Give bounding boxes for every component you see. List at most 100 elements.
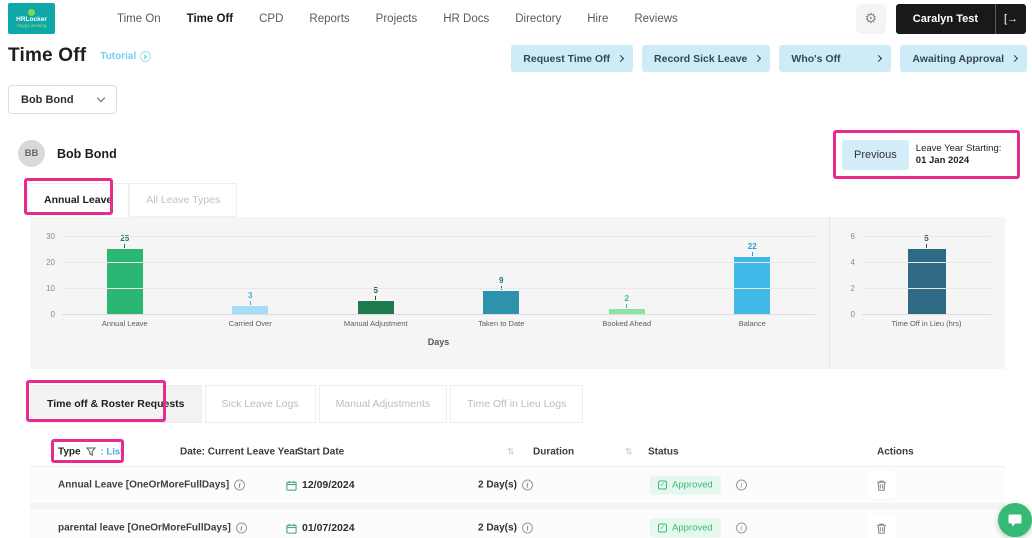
logout-button[interactable]: [→ [995, 4, 1026, 34]
table-header-row: Type : List Date: Current Leave Year Sta… [30, 437, 1005, 467]
info-icon[interactable]: i [236, 523, 247, 534]
topnav-right-controls: ⚙ Caralyn Test [→ [856, 4, 1026, 34]
employee-select[interactable]: Bob Bond [8, 85, 117, 114]
y-tick-label: 2 [851, 284, 855, 293]
delete-request-button[interactable] [868, 515, 895, 538]
chat-bubble-icon [1007, 512, 1023, 528]
play-icon [140, 51, 151, 62]
record-sick-leave-button[interactable]: Record Sick Leave [642, 45, 770, 72]
quick-actions: Request Time Off Record Sick Leave Who's… [511, 45, 1027, 72]
request-time-off-button[interactable]: Request Time Off [511, 45, 633, 72]
bar-annual-leave: 25 [62, 234, 188, 314]
chevron-right-icon [1011, 55, 1018, 62]
bar-value-label: 9 [499, 276, 503, 285]
x-tick-label: Balance [690, 319, 816, 328]
current-user-button[interactable]: Caralyn Test [896, 4, 995, 34]
log-tabs: Time off & Roster Requests Sick Leave Lo… [30, 385, 1032, 423]
nav-item-reports[interactable]: Reports [309, 13, 349, 25]
y-tick-label: 4 [851, 258, 855, 267]
avatar: BB [18, 140, 45, 167]
col-start-date: Start Date [297, 446, 344, 457]
info-icon[interactable]: i [234, 480, 245, 491]
start-date-text: 01/07/2024 [302, 522, 355, 534]
leave-year-date: 01 Jan 2024 [916, 155, 969, 166]
col-actions: Actions [877, 446, 914, 457]
y-tick-label: 0 [851, 310, 855, 319]
tab-manual-adjustments[interactable]: Manual Adjustments [319, 385, 448, 423]
filter-list-link[interactable]: : List [101, 446, 124, 457]
gear-icon: ⚙ [865, 10, 878, 27]
requests-table: Type : List Date: Current Leave Year Sta… [30, 437, 1005, 538]
y-tick-label: 0 [51, 310, 55, 319]
y-axis: 0246 [830, 237, 862, 315]
tab-all-leave-types[interactable]: All Leave Types [129, 183, 237, 217]
duration-text: 2 Day(s) [478, 480, 517, 491]
calendar-icon [286, 480, 297, 491]
nav-item-time-on[interactable]: Time On [117, 13, 161, 25]
whos-off-button[interactable]: Who's Off [779, 45, 891, 72]
previous-leave-year-button[interactable]: Previous [842, 140, 909, 170]
sort-icon[interactable]: ⇅ [625, 446, 633, 457]
awaiting-approval-button[interactable]: Awaiting Approval [900, 45, 1027, 72]
x-tick-label: Manual Adjustment [313, 319, 439, 328]
user-menu: Caralyn Test [→ [896, 4, 1026, 34]
sort-icon[interactable]: ⇅ [507, 446, 515, 457]
trash-icon [876, 522, 887, 534]
chevron-right-icon [875, 55, 882, 62]
tab-sick-leave-logs[interactable]: Sick Leave Logs [205, 385, 316, 423]
settings-button[interactable]: ⚙ [856, 4, 886, 34]
nav-item-time-off[interactable]: Time Off [187, 13, 233, 25]
bar-balance: 22 [690, 242, 816, 314]
filter-funnel-icon[interactable] [86, 447, 96, 457]
x-axis-title: Days [62, 337, 815, 347]
info-icon[interactable]: i [522, 480, 533, 491]
hrlocker-logo[interactable]: HRLocker Happy working [8, 3, 55, 34]
tutorial-label: Tutorial [100, 51, 136, 62]
start-date-text: 12/09/2024 [302, 479, 355, 491]
top-navigation-bar: HRLocker Happy working Time On Time Off … [0, 0, 1032, 37]
y-tick-label: 30 [46, 232, 55, 241]
calendar-icon [286, 523, 297, 534]
tab-time-off-roster-requests[interactable]: Time off & Roster Requests [30, 385, 202, 423]
employee-select-row: Bob Bond [8, 85, 1032, 114]
table-row: Annual Leave [OneOrMoreFullDays] i 12/09… [30, 467, 1005, 503]
delete-request-button[interactable] [868, 472, 895, 499]
check-icon: ✓ [658, 481, 667, 490]
bar-taken-to-date: 9 [439, 276, 565, 314]
nav-item-hire[interactable]: Hire [587, 13, 608, 25]
nav-item-projects[interactable]: Projects [376, 13, 418, 25]
y-tick-label: 10 [46, 284, 55, 293]
tutorial-link[interactable]: Tutorial [100, 51, 151, 62]
chevron-down-icon [97, 94, 105, 102]
info-icon[interactable]: i [522, 523, 533, 534]
status-badge: ✓ Approved [650, 476, 721, 495]
leave-balance-chart-panel: 0102030 25359222 Annual LeaveCarried Ove… [30, 217, 1005, 369]
y-tick-label: 6 [851, 232, 855, 241]
leave-year-annotation-box: Previous Leave Year Starting: 01 Jan 202… [833, 130, 1020, 179]
chat-widget-button[interactable] [998, 503, 1032, 537]
tab-time-off-in-lieu-logs[interactable]: Time Off in Lieu Logs [450, 385, 583, 423]
col-status: Status [648, 446, 679, 457]
time-off-in-lieu-bar-chart: 0246 5 Time Off in Lieu (hrs) [830, 217, 1005, 369]
bar-time-off-in-lieu-hrs-: 5 [862, 234, 991, 314]
info-icon[interactable]: i [736, 523, 747, 534]
leave-year-label: Leave Year Starting: 01 Jan 2024 [916, 143, 1011, 167]
bar-value-label: 22 [748, 242, 757, 251]
logo-leaf-icon [28, 9, 35, 16]
bar-booked-ahead: 2 [564, 294, 690, 314]
bar-value-label: 2 [625, 294, 629, 303]
logo-tagline: Happy working [17, 24, 47, 29]
y-axis: 0102030 [30, 237, 62, 315]
nav-item-hr-docs[interactable]: HR Docs [443, 13, 489, 25]
col-type: Type [58, 446, 81, 457]
nav-item-directory[interactable]: Directory [515, 13, 561, 25]
page-header: Time Off Tutorial Request Time Off Recor… [0, 45, 1032, 73]
nav-item-cpd[interactable]: CPD [259, 13, 283, 25]
info-icon[interactable]: i [736, 480, 747, 491]
bar-manual-adjustment: 5 [313, 286, 439, 314]
nav-item-reviews[interactable]: Reviews [634, 13, 677, 25]
chevron-right-icon [754, 55, 761, 62]
annual-leave-bar-chart: 0102030 25359222 Annual LeaveCarried Ove… [30, 217, 830, 369]
x-tick-label: Carried Over [188, 319, 314, 328]
tab-annual-leave[interactable]: Annual Leave [27, 183, 129, 217]
